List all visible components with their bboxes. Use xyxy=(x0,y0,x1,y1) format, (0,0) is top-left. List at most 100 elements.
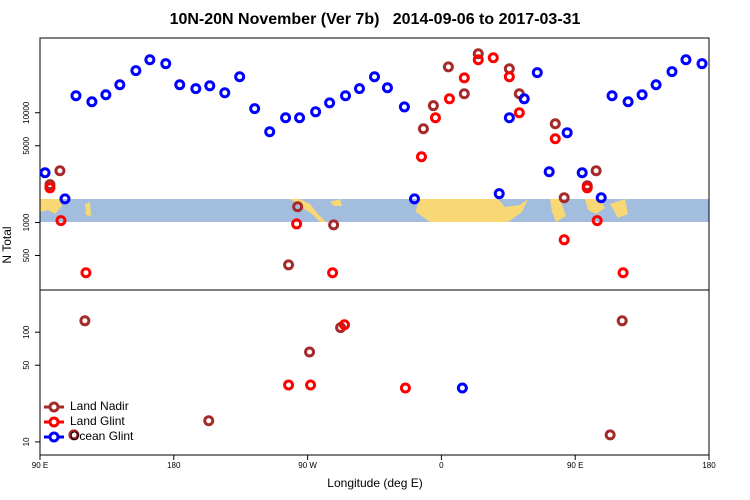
map-strip xyxy=(40,199,709,222)
data-point xyxy=(54,165,66,177)
data-point xyxy=(144,54,156,66)
data-point xyxy=(114,79,126,91)
data-point xyxy=(606,90,618,102)
data-point xyxy=(531,67,543,79)
data-point xyxy=(219,87,231,99)
data-point xyxy=(558,234,570,246)
data-point xyxy=(39,167,51,179)
data-point xyxy=(234,71,246,83)
data-point xyxy=(561,127,573,139)
data-point xyxy=(369,71,380,83)
data-point xyxy=(487,52,499,64)
y-tick-label: 1000 xyxy=(22,213,31,231)
data-point xyxy=(249,103,261,115)
data-point xyxy=(429,112,441,124)
data-point xyxy=(443,93,455,105)
data-point xyxy=(280,112,292,124)
data-point xyxy=(617,267,629,279)
legend-label: Ocean Glint xyxy=(70,429,134,443)
data-point xyxy=(595,192,607,204)
legend-marker xyxy=(48,431,60,443)
x-tick-label: 180 xyxy=(702,461,716,470)
data-point xyxy=(283,379,295,391)
data-point xyxy=(518,93,530,105)
data-point xyxy=(174,79,186,91)
data-point xyxy=(381,82,393,94)
data-point xyxy=(472,54,484,66)
legend-label: Land Nadir xyxy=(70,399,129,413)
data-point xyxy=(100,89,112,101)
data-point xyxy=(650,79,662,91)
legend-marker xyxy=(48,416,60,428)
chart-title: 10N-20N November (Ver 7b) 2014-09-06 to … xyxy=(170,11,581,28)
data-point xyxy=(86,96,98,108)
x-tick-label: 90 E xyxy=(567,461,583,470)
data-point xyxy=(160,58,172,70)
data-point xyxy=(340,90,352,102)
x-tick-label: 90 W xyxy=(298,461,317,470)
x-axis-label: Longitude (deg E) xyxy=(327,476,422,490)
data-point xyxy=(68,429,80,441)
data-point xyxy=(680,54,692,66)
data-point xyxy=(427,100,439,112)
data-point xyxy=(283,259,295,271)
data-point xyxy=(576,167,588,179)
data-point xyxy=(408,193,420,205)
y-tick-label: 5000 xyxy=(22,136,31,154)
data-point xyxy=(458,88,470,100)
data-point xyxy=(503,71,515,83)
data-point xyxy=(604,429,616,441)
legend-marker xyxy=(48,401,60,413)
data-point xyxy=(328,219,340,231)
data-point xyxy=(513,107,525,119)
x-tick-label: 0 xyxy=(439,461,444,470)
data-point xyxy=(456,382,468,394)
y-tick-label: 10000 xyxy=(22,101,31,124)
data-point xyxy=(353,83,365,95)
x-tick-label: 180 xyxy=(167,461,181,470)
data-point xyxy=(591,215,603,227)
data-point xyxy=(558,192,570,204)
data-point xyxy=(398,101,410,113)
data-point xyxy=(493,188,505,200)
data-point xyxy=(59,193,71,205)
data-point xyxy=(549,133,561,145)
data-point xyxy=(264,126,276,138)
data-point xyxy=(636,89,648,101)
data-point xyxy=(70,90,82,102)
data-point xyxy=(327,267,339,279)
data-point xyxy=(622,96,634,108)
data-point xyxy=(310,106,322,118)
data-point xyxy=(549,118,561,130)
data-point xyxy=(324,97,336,109)
data-point xyxy=(503,112,515,124)
data-point xyxy=(543,166,555,178)
data-point xyxy=(80,267,92,279)
y-tick-label: 50 xyxy=(22,360,31,369)
data-point xyxy=(696,58,708,70)
data-point xyxy=(590,165,602,177)
y-tick-label: 100 xyxy=(22,325,31,339)
data-point xyxy=(472,48,484,60)
data-point xyxy=(442,61,454,73)
x-tick-label: 90 E xyxy=(32,461,48,470)
data-point xyxy=(304,346,316,358)
data-point xyxy=(55,215,67,227)
data-point xyxy=(666,66,678,78)
data-point xyxy=(190,83,202,95)
data-point xyxy=(203,415,215,427)
data-point xyxy=(292,201,304,213)
data-point xyxy=(417,123,429,135)
data-point xyxy=(305,379,317,391)
data-point xyxy=(44,182,56,194)
data-point xyxy=(79,315,91,327)
data-point xyxy=(130,65,142,77)
data-point xyxy=(399,382,411,394)
data-point xyxy=(294,112,306,124)
data-point xyxy=(338,319,350,331)
data-point xyxy=(581,182,593,194)
data-point xyxy=(458,72,470,84)
data-point xyxy=(291,218,303,230)
legend-label: Land Glint xyxy=(70,414,125,428)
